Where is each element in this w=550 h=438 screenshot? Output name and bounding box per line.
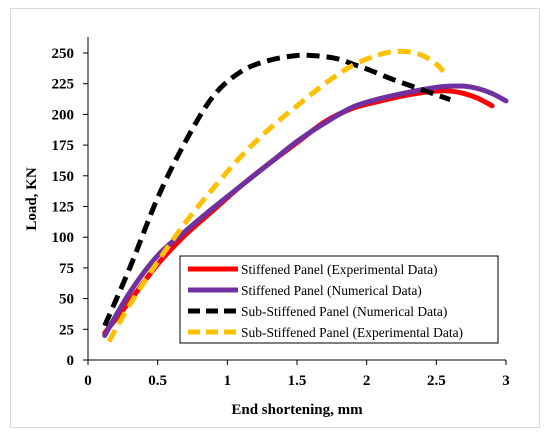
- series-lines: [102, 48, 509, 343]
- legend-label: Sub-Stiffened Panel (Numerical Data): [241, 304, 447, 319]
- legend-label: Stiffened Panel (Experimental Data): [241, 262, 438, 277]
- x-ticks: 0 0.5 1 1.5 2 2.5 3: [84, 360, 510, 389]
- x-axis-title: End shortening, mm: [231, 402, 363, 418]
- y-tick-label: 25: [59, 322, 74, 338]
- x-tick-label: 2.5: [427, 373, 446, 389]
- series-line: [102, 52, 452, 327]
- x-tick-label: 2: [363, 373, 371, 389]
- legend: Stiffened Panel (Experimental Data) Stiff…: [179, 255, 499, 344]
- y-tick-label: 100: [52, 230, 75, 246]
- series-line: [106, 48, 446, 343]
- x-tick-label: 0.5: [148, 373, 167, 389]
- y-ticks: 0 25 50 75 100 125 150 175 200 225 250: [52, 46, 88, 369]
- y-tick-label: 75: [59, 261, 74, 277]
- y-tick-label: 0: [67, 353, 75, 369]
- y-axis-title: Load, KN: [24, 167, 40, 231]
- x-tick-label: 0: [84, 373, 92, 389]
- chart-frame: [10, 8, 540, 428]
- legend-label: Stiffened Panel (Numerical Data): [241, 283, 422, 298]
- y-tick-label: 200: [52, 107, 75, 123]
- y-tick-label: 225: [52, 77, 75, 93]
- y-tick-label: 175: [52, 138, 75, 154]
- legend-label: Sub-Stiffened Panel (Experimental Data): [241, 325, 463, 340]
- y-tick-label: 150: [52, 169, 75, 185]
- x-tick-label: 3: [502, 373, 510, 389]
- y-tick-label: 250: [52, 46, 75, 62]
- series-line: [102, 83, 509, 338]
- x-tick-label: 1.5: [288, 373, 307, 389]
- y-tick-label: 125: [52, 200, 75, 216]
- y-tick-label: 50: [59, 292, 74, 308]
- x-tick-label: 1: [224, 373, 232, 389]
